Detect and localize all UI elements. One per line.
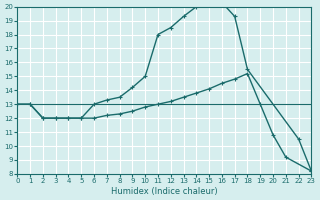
X-axis label: Humidex (Indice chaleur): Humidex (Indice chaleur): [111, 187, 218, 196]
